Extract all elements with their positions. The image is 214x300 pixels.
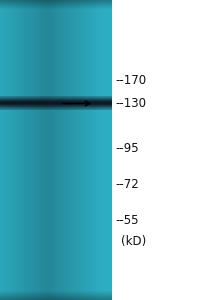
- Text: --130: --130: [116, 97, 147, 110]
- Text: --55: --55: [116, 214, 139, 227]
- Text: (kD): (kD): [121, 235, 146, 248]
- Text: --72: --72: [116, 178, 139, 191]
- Text: --95: --95: [116, 142, 139, 155]
- Text: --170: --170: [116, 74, 147, 88]
